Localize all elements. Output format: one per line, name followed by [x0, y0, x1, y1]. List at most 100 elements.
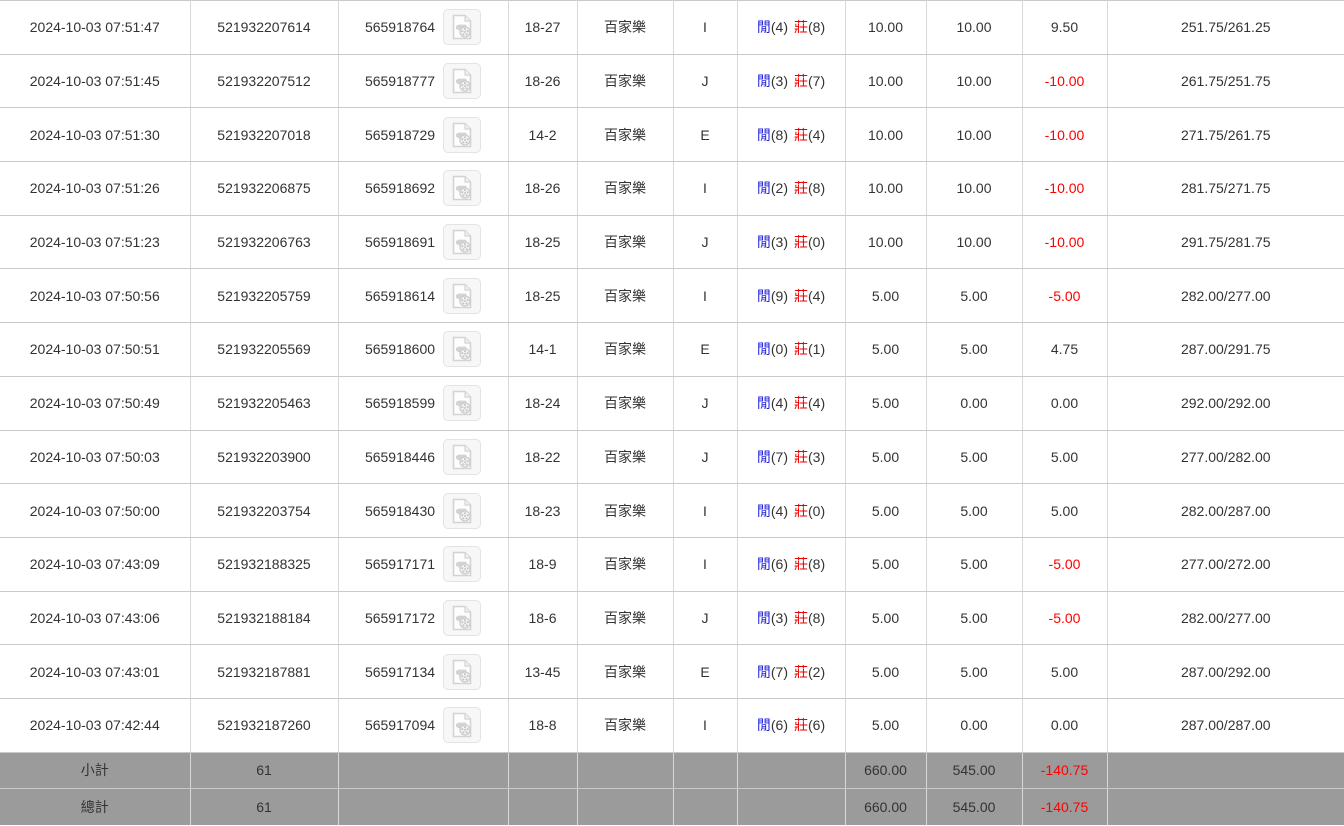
subtotal-valid-bet: 545.00 [925, 751, 1023, 790]
bet-id: 521932206875 [189, 161, 339, 216]
banker-result: 莊(3) [794, 449, 825, 465]
balance: 287.00/291.75 [1106, 322, 1344, 377]
game-type: 百家樂 [576, 536, 674, 592]
footer-empty-cell [672, 788, 738, 826]
footer-empty-cell [576, 788, 674, 826]
table-row: 2024-10-03 07:51:30 521932207018 5659187… [0, 107, 1344, 163]
game-id: 565918764 [364, 19, 436, 36]
banker-label: 莊 [794, 609, 808, 626]
player-points: (8) [770, 126, 788, 143]
table-row: 2024-10-03 07:50:00 521932203754 5659184… [0, 483, 1344, 538]
table-round: 18-25 [507, 214, 578, 270]
game-id: 565918691 [364, 234, 436, 251]
video-replay-button[interactable] [443, 438, 482, 475]
valid-bet: 5.00 [925, 483, 1023, 538]
game-type: 百家樂 [576, 161, 674, 216]
bet-time: 2024-10-03 07:51:45 [0, 53, 191, 109]
game-id-cell: 565918614 [337, 268, 509, 324]
banker-result: 莊(4) [794, 288, 825, 304]
video-replay-button[interactable] [443, 599, 482, 636]
win-loss: -10.00 [1021, 161, 1108, 216]
valid-bet: 5.00 [925, 590, 1023, 646]
bet-time: 2024-10-03 07:50:49 [0, 375, 191, 431]
video-file-icon [452, 122, 472, 148]
banker-points: (8) [808, 19, 826, 36]
game-id: 565918614 [364, 287, 436, 304]
video-replay-button[interactable] [443, 331, 482, 368]
game-result: 閒(3) 莊(0) [736, 214, 846, 270]
bet-time: 2024-10-03 07:43:09 [0, 536, 191, 592]
footer-empty-cell [337, 751, 509, 790]
video-replay-button[interactable] [443, 546, 482, 583]
video-replay-button[interactable] [443, 224, 482, 261]
video-file-icon [452, 712, 472, 738]
video-file-icon [452, 337, 472, 362]
subtotal-bet-amount: 660.00 [844, 751, 927, 790]
game-id: 565917094 [364, 717, 436, 734]
banker-points: (2) [808, 663, 826, 680]
player-result: 閒(7) [757, 449, 788, 465]
valid-bet: 10.00 [925, 214, 1023, 270]
valid-bet: 10.00 [925, 161, 1023, 216]
bet-amount: 10.00 [844, 0, 927, 55]
player-label: 閒 [756, 556, 771, 573]
total-bet-amount: 660.00 [844, 788, 927, 826]
video-file-icon [452, 176, 472, 201]
subtotal-count: 61 [189, 751, 339, 790]
banker-label: 莊 [794, 341, 808, 358]
table-row: 2024-10-03 07:43:06 521932188184 5659171… [0, 590, 1344, 646]
bet-time: 2024-10-03 07:50:00 [0, 483, 191, 538]
banker-result: 莊(7) [794, 73, 825, 89]
total-label: 總計 [0, 788, 191, 826]
table-row: 2024-10-03 07:51:45 521932207512 5659187… [0, 53, 1344, 109]
balance: 271.75/261.75 [1106, 107, 1344, 163]
win-loss: 5.00 [1021, 644, 1108, 699]
balance: 281.75/271.75 [1106, 161, 1344, 216]
total-valid-bet: 545.00 [925, 788, 1023, 826]
video-replay-button[interactable] [443, 63, 482, 100]
video-replay-button[interactable] [443, 9, 482, 46]
banker-points: (8) [808, 556, 826, 573]
player-label: 閒 [756, 663, 771, 680]
total-win-loss: -140.75 [1021, 788, 1108, 826]
banker-label: 莊 [794, 73, 808, 90]
game-id: 565918599 [364, 395, 436, 412]
video-replay-button[interactable] [443, 116, 482, 153]
table-round: 18-27 [507, 0, 578, 55]
banker-label: 莊 [794, 395, 808, 412]
video-replay-button[interactable] [443, 277, 482, 314]
win-loss: 0.00 [1021, 697, 1108, 753]
player-result: 閒(3) [757, 73, 788, 89]
game-id-cell: 565917094 [337, 697, 509, 753]
player-label: 閒 [756, 717, 771, 734]
table-round: 13-45 [507, 644, 578, 699]
bet-time: 2024-10-03 07:51:30 [0, 107, 191, 163]
video-replay-button[interactable] [443, 707, 482, 744]
game-id-cell: 565918777 [337, 53, 509, 109]
table-round: 18-8 [507, 697, 578, 753]
player-result: 閒(2) [757, 180, 788, 196]
player-points: (0) [770, 341, 788, 358]
player-result: 閒(6) [757, 556, 788, 572]
video-replay-button[interactable] [443, 653, 482, 690]
video-replay-button[interactable] [443, 385, 482, 422]
game-id-cell: 565918599 [337, 375, 509, 431]
player-label: 閒 [756, 448, 771, 465]
banker-label: 莊 [794, 717, 808, 734]
bet-id: 521932187881 [189, 644, 339, 699]
bet-amount: 5.00 [844, 429, 927, 485]
bet-rows: 2024-10-03 07:51:47 521932207614 5659187… [0, 0, 1344, 753]
game-type: 百家樂 [576, 375, 674, 431]
bet-amount: 5.00 [844, 590, 927, 646]
player-label: 閒 [756, 287, 771, 304]
player-label: 閒 [756, 609, 771, 626]
footer-empty-cell [1106, 751, 1344, 790]
video-file-icon [452, 444, 472, 470]
video-replay-button[interactable] [443, 170, 482, 207]
banker-points: (8) [808, 609, 826, 626]
video-replay-button[interactable] [443, 492, 482, 529]
subtotal-row: 小計 61 660.00 545.00 -140.75 [0, 751, 1344, 790]
banker-label: 莊 [794, 663, 808, 680]
banker-result: 莊(6) [794, 717, 825, 733]
game-id-cell: 565918692 [337, 161, 509, 216]
